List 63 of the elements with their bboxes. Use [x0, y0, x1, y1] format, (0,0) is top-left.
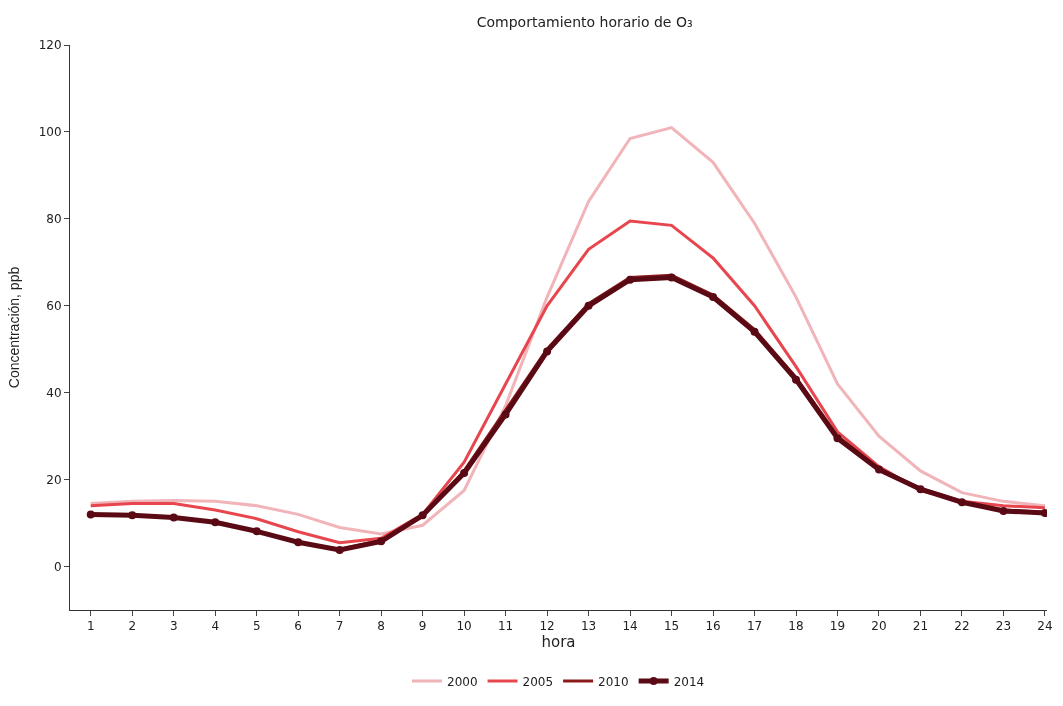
x-tick-label: 11	[497, 619, 514, 634]
point	[169, 513, 178, 522]
point	[294, 538, 303, 547]
point	[418, 511, 427, 520]
point	[460, 469, 469, 478]
y-tick-label: 20	[46, 472, 62, 487]
point	[999, 506, 1008, 515]
point	[792, 375, 801, 384]
y-tick-label: 60	[46, 298, 62, 313]
x-tick-label: 17	[746, 619, 763, 634]
x-tick-label: 16	[705, 619, 721, 634]
x-tick-label: 13	[580, 619, 597, 634]
point	[916, 485, 925, 494]
point	[667, 273, 676, 282]
legend-label: 2000	[447, 674, 478, 689]
x-tick-label: 21	[912, 619, 929, 634]
x-tick-label: 4	[211, 619, 220, 634]
line-series	[89, 126, 1047, 536]
y-tick-label: 0	[53, 559, 62, 574]
x-tick-label: 12	[539, 619, 555, 634]
x-tick-label: 8	[377, 619, 385, 634]
x-tick-label: 15	[663, 619, 680, 634]
point	[957, 498, 966, 507]
x-axis-title: hora	[541, 633, 576, 652]
x-tick-label: 19	[829, 619, 846, 634]
y-tick-label: 40	[46, 385, 62, 400]
chart-title: Comportamiento horario de O₃	[476, 14, 693, 31]
point	[86, 510, 95, 519]
x-tick-label: 3	[169, 619, 178, 634]
legend-label: 2010	[598, 674, 629, 689]
legend-label: 2005	[522, 674, 554, 689]
point	[626, 275, 635, 284]
point	[833, 434, 842, 443]
x-tick-label: 7	[335, 619, 344, 634]
point	[543, 347, 552, 356]
x-tick-label: 9	[418, 619, 427, 634]
y-axis-title: Concentración, ppb	[6, 266, 23, 389]
y-tick-label: 100	[38, 125, 62, 140]
x-tick-label: 18	[788, 619, 804, 634]
point	[128, 511, 137, 520]
point	[584, 301, 593, 310]
point	[750, 327, 759, 336]
x-tick-label: 2	[128, 619, 137, 634]
point	[211, 518, 220, 527]
x-tick-label: 14	[622, 619, 638, 634]
x-tick-label: 6	[294, 619, 302, 634]
point	[1040, 509, 1047, 518]
point	[709, 293, 718, 302]
point	[377, 537, 386, 546]
x-tick-label: 20	[871, 619, 887, 634]
x-tick-label: 22	[954, 619, 970, 634]
y-tick-label: 120	[38, 38, 62, 53]
legend-label: 2014	[673, 674, 705, 689]
x-tick-label: 24	[1037, 619, 1053, 634]
x-tick-label: 10	[456, 619, 472, 634]
point	[501, 410, 510, 419]
x-tick-label: 23	[995, 619, 1012, 634]
x-tick-label: 5	[252, 619, 261, 634]
x-tick-label: 1	[86, 619, 95, 634]
point	[252, 527, 261, 536]
y-tick-label: 80	[46, 212, 62, 227]
point	[335, 546, 344, 555]
point	[874, 465, 883, 474]
